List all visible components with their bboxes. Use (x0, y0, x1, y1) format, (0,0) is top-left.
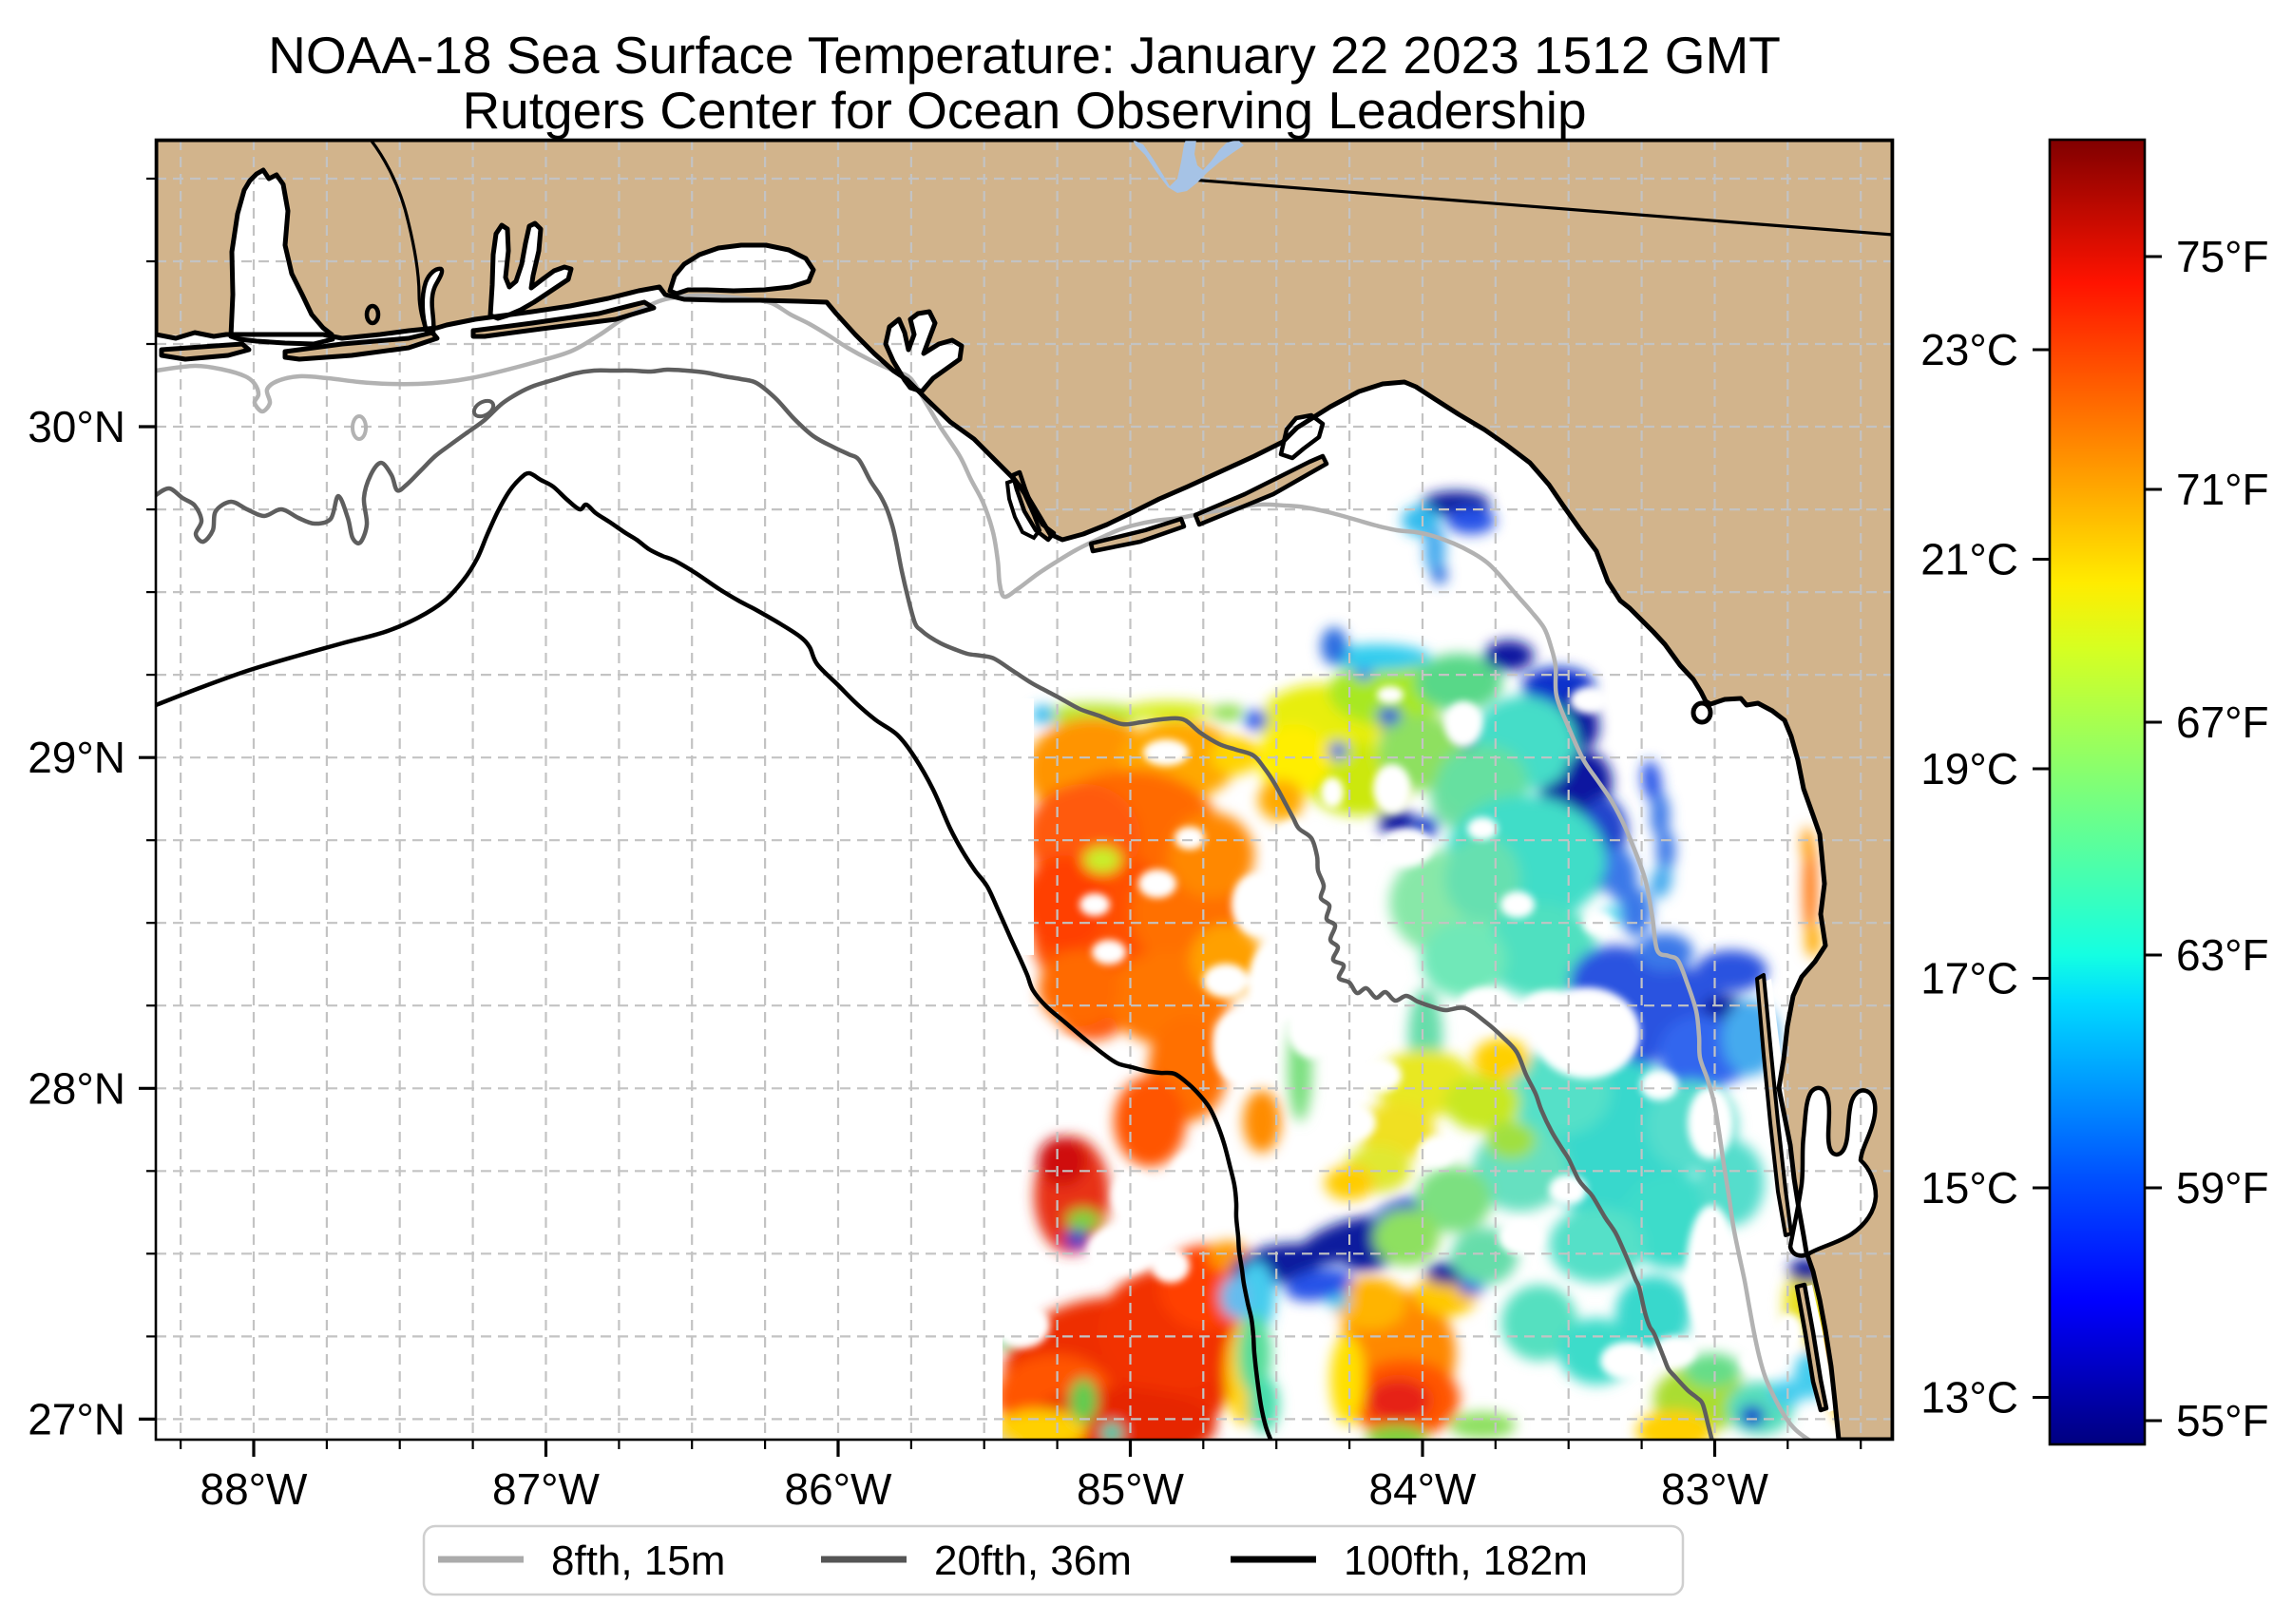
svg-text:23°C: 23°C (1920, 325, 2018, 374)
svg-text:55°F: 55°F (2176, 1396, 2269, 1445)
svg-text:NOAA-18 Sea Surface Temperatur: NOAA-18 Sea Surface Temperature: January… (268, 26, 1781, 85)
svg-text:8fth, 15m: 8fth, 15m (551, 1538, 725, 1584)
svg-text:87°W: 87°W (492, 1464, 601, 1514)
svg-text:100fth, 182m: 100fth, 182m (1344, 1538, 1588, 1584)
svg-text:20fth, 36m: 20fth, 36m (934, 1538, 1132, 1584)
svg-text:83°W: 83°W (1661, 1464, 1769, 1514)
svg-text:29°N: 29°N (28, 733, 125, 782)
svg-text:75°F: 75°F (2176, 232, 2269, 281)
svg-text:13°C: 13°C (1920, 1373, 2018, 1423)
svg-text:88°W: 88°W (201, 1464, 309, 1514)
svg-text:27°N: 27°N (28, 1394, 125, 1443)
svg-text:30°N: 30°N (28, 402, 125, 451)
svg-text:67°F: 67°F (2176, 697, 2269, 747)
svg-text:21°C: 21°C (1920, 535, 2018, 584)
svg-text:28°N: 28°N (28, 1063, 125, 1113)
svg-text:86°W: 86°W (785, 1464, 893, 1514)
svg-text:59°F: 59°F (2176, 1163, 2269, 1213)
svg-text:84°W: 84°W (1369, 1464, 1478, 1514)
svg-text:63°F: 63°F (2176, 930, 2269, 980)
svg-text:85°W: 85°W (1077, 1464, 1185, 1514)
svg-text:Rutgers Center for Ocean Obser: Rutgers Center for Ocean Observing Leade… (462, 81, 1586, 140)
svg-text:17°C: 17°C (1920, 954, 2018, 1003)
svg-text:71°F: 71°F (2176, 465, 2269, 514)
svg-text:19°C: 19°C (1920, 744, 2018, 793)
svg-text:15°C: 15°C (1920, 1163, 2018, 1213)
